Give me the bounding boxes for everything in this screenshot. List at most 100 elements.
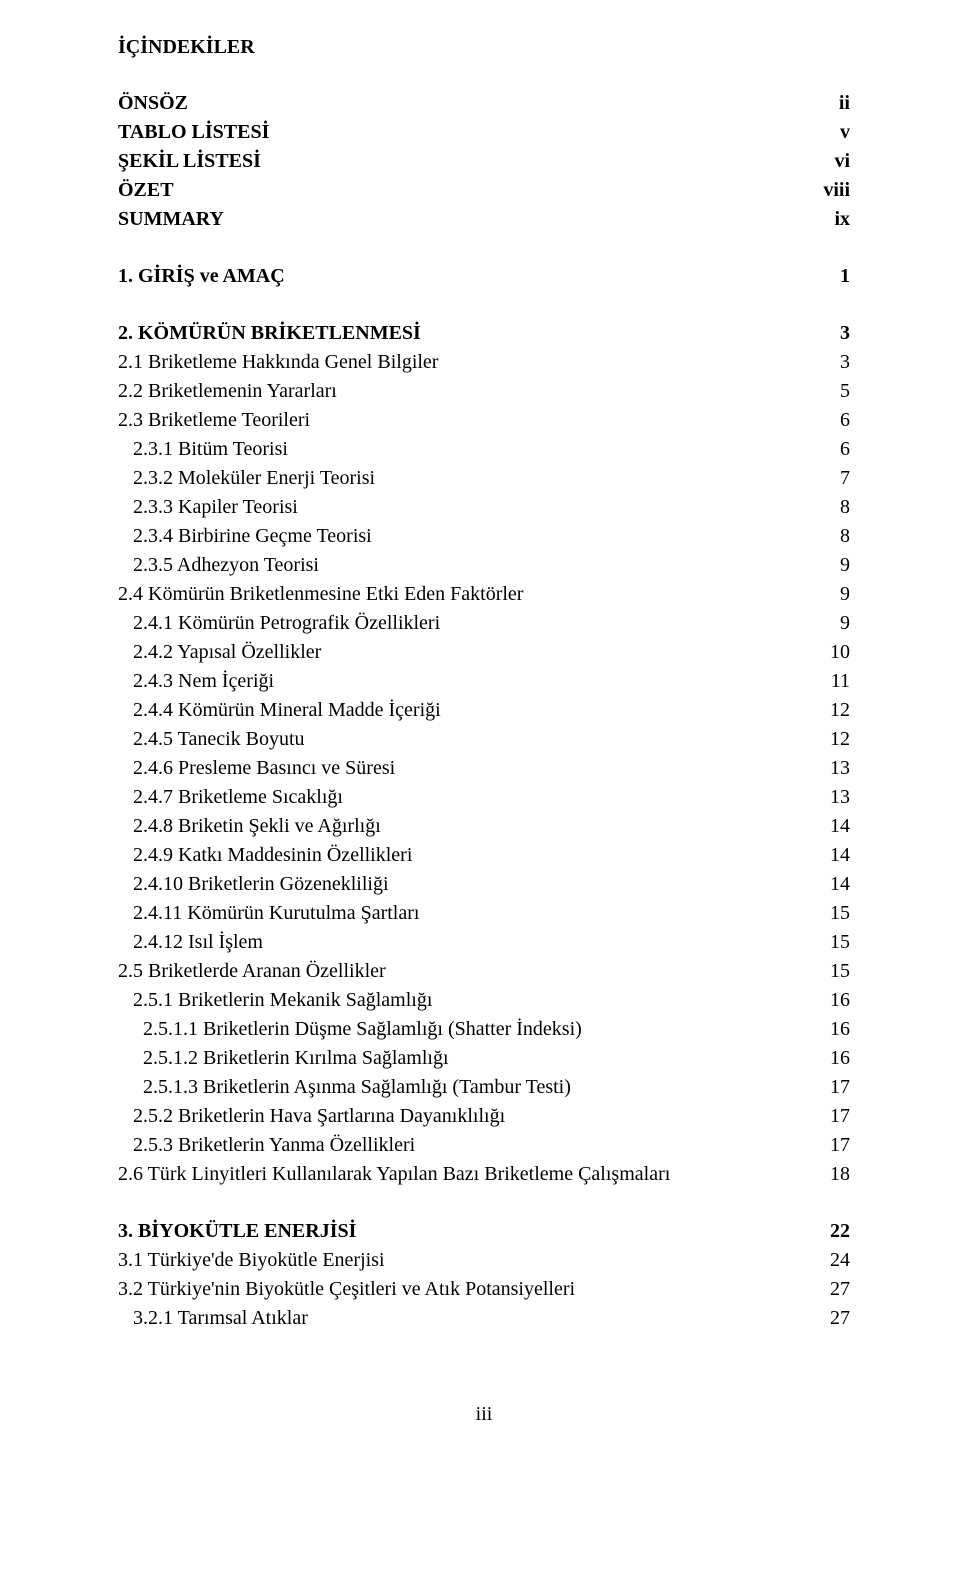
toc-entry-label: ŞEKİL LİSTESİ: [118, 147, 261, 176]
toc-entry-page: 12: [798, 696, 850, 725]
toc-entry: 2.5.1.3 Briketlerin Aşınma Sağlamlığı (T…: [118, 1073, 850, 1102]
toc-entry: 2.4 Kömürün Briketlenmesine Etki Eden Fa…: [118, 580, 850, 609]
toc-entry-page: 6: [798, 406, 850, 435]
toc-entry: 2.4.10 Briketlerin Gözenekliliği 14: [118, 870, 850, 899]
toc-entry-label: 2.3.1 Bitüm Teorisi: [118, 435, 288, 464]
toc-entry-page: 16: [798, 1044, 850, 1073]
toc-entry-label: 2.5.1 Briketlerin Mekanik Sağlamlığı: [118, 986, 432, 1015]
toc-entry: 2.6 Türk Linyitleri Kullanılarak Yapılan…: [118, 1160, 850, 1189]
toc-entry-page: 1: [798, 262, 850, 291]
toc-entry: ÖNSÖZii: [118, 89, 850, 118]
toc-entry: 2.4.4 Kömürün Mineral Madde İçeriği 12: [118, 696, 850, 725]
toc-entry: ÖZET viii: [118, 176, 850, 205]
toc-entry-label: 2.4.12 Isıl İşlem: [118, 928, 263, 957]
toc-entry-page: v: [798, 118, 850, 147]
toc-entry-label: 2.4.7 Briketleme Sıcaklığı: [118, 783, 343, 812]
toc-entry-page: 24: [798, 1246, 850, 1275]
toc-entry: 3.1 Türkiye'de Biyokütle Enerjisi 24: [118, 1246, 850, 1275]
toc-entry-label: 2.4.6 Presleme Basıncı ve Süresi: [118, 754, 395, 783]
toc-entry: 2.4.11 Kömürün Kurutulma Şartları15: [118, 899, 850, 928]
toc-entry-page: 16: [798, 986, 850, 1015]
toc-entry-page: 13: [798, 754, 850, 783]
toc-entry: 2.3.4 Birbirine Geçme Teorisi8: [118, 522, 850, 551]
toc-entry-label: 2.2 Briketlemenin Yararları: [118, 377, 337, 406]
toc-entry: TABLO LİSTESİ v: [118, 118, 850, 147]
toc-entry: 2.3.1 Bitüm Teorisi 6: [118, 435, 850, 464]
toc-entry-label: 3.2 Türkiye'nin Biyokütle Çeşitleri ve A…: [118, 1275, 575, 1304]
toc-entry-page: 9: [798, 551, 850, 580]
toc-entry-page: vi: [798, 147, 850, 176]
toc-entry-label: 2.1 Briketleme Hakkında Genel Bilgiler: [118, 348, 438, 377]
toc-entry: 2.4.12 Isıl İşlem15: [118, 928, 850, 957]
toc-entry: 2.1 Briketleme Hakkında Genel Bilgiler 3: [118, 348, 850, 377]
toc-entry-label: 2.5.1.3 Briketlerin Aşınma Sağlamlığı (T…: [118, 1073, 571, 1102]
toc-entry-label: 2.3 Briketleme Teorileri: [118, 406, 310, 435]
toc-entry-label: 2.3.2 Moleküler Enerji Teorisi: [118, 464, 375, 493]
toc-entry: 2.4.8 Briketin Şekli ve Ağırlığı 14: [118, 812, 850, 841]
toc-entry-label: 2.4 Kömürün Briketlenmesine Etki Eden Fa…: [118, 580, 523, 609]
toc-entry-page: 3: [798, 348, 850, 377]
toc-section-1: 1. GİRİŞ ve AMAÇ 1: [118, 262, 850, 291]
toc-entry-label: 2.5.1.1 Briketlerin Düşme Sağlamlığı (Sh…: [118, 1015, 582, 1044]
toc-entry-label: 2.4.8 Briketin Şekli ve Ağırlığı: [118, 812, 381, 841]
toc-entry: ŞEKİL LİSTESİ vi: [118, 147, 850, 176]
toc-entry-page: 3: [798, 319, 850, 348]
toc-entry-page: 18: [798, 1160, 850, 1189]
toc-entry: 2.5.1.2 Briketlerin Kırılma Sağlamlığı16: [118, 1044, 850, 1073]
toc-entry-label: 1. GİRİŞ ve AMAÇ: [118, 262, 285, 291]
toc-entry: 3. BİYOKÜTLE ENERJİSİ 22: [118, 1217, 850, 1246]
toc-entry: 2.5.1.1 Briketlerin Düşme Sağlamlığı (Sh…: [118, 1015, 850, 1044]
toc-entry-page: 14: [798, 841, 850, 870]
toc-entry: 2.4.2 Yapısal Özellikler10: [118, 638, 850, 667]
toc-entry-page: 12: [798, 725, 850, 754]
toc-entry-page: ix: [798, 205, 850, 234]
toc-entry: 2.4.7 Briketleme Sıcaklığı13: [118, 783, 850, 812]
toc-entry-page: 15: [798, 899, 850, 928]
page-title: İÇİNDEKİLER: [118, 36, 850, 59]
toc-entry-label: SUMMARY: [118, 205, 224, 234]
toc-entry-page: 9: [798, 609, 850, 638]
toc-entry-label: 3. BİYOKÜTLE ENERJİSİ: [118, 1217, 356, 1246]
toc-entry-label: 2.5.3 Briketlerin Yanma Özellikleri: [118, 1131, 415, 1160]
toc-entry: 2.4.1 Kömürün Petrografik Özellikleri 9: [118, 609, 850, 638]
toc-entry-label: 3.1 Türkiye'de Biyokütle Enerjisi: [118, 1246, 385, 1275]
toc-entry-label: 2.3.3 Kapiler Teorisi: [118, 493, 298, 522]
toc-entry: 2.4.5 Tanecik Boyutu 12: [118, 725, 850, 754]
toc-entry-page: 6: [798, 435, 850, 464]
toc-entry: 2.5.2 Briketlerin Hava Şartlarına Dayanı…: [118, 1102, 850, 1131]
toc-entry: 2.3.5 Adhezyon Teorisi9: [118, 551, 850, 580]
toc-entry-page: 27: [798, 1275, 850, 1304]
toc-entry-label: 2.6 Türk Linyitleri Kullanılarak Yapılan…: [118, 1160, 670, 1189]
toc-entry: 2.3 Briketleme Teorileri 6: [118, 406, 850, 435]
toc-entry-page: viii: [798, 176, 850, 205]
toc-entry: 3.2.1 Tarımsal Atıklar27: [118, 1304, 850, 1333]
toc-entry-label: ÖNSÖZ: [118, 89, 188, 118]
toc-entry: 2.4.3 Nem İçeriği11: [118, 667, 850, 696]
toc-entry: 2.3.3 Kapiler Teorisi8: [118, 493, 850, 522]
toc-entry: 2.3.2 Moleküler Enerji Teorisi7: [118, 464, 850, 493]
toc-entry: 1. GİRİŞ ve AMAÇ 1: [118, 262, 850, 291]
toc-entry-page: 22: [798, 1217, 850, 1246]
toc-entry-page: 17: [798, 1102, 850, 1131]
toc-entry: 2.5 Briketlerde Aranan Özellikler15: [118, 957, 850, 986]
toc-entry: 3.2 Türkiye'nin Biyokütle Çeşitleri ve A…: [118, 1275, 850, 1304]
toc-entry: 2.2 Briketlemenin Yararları 5: [118, 377, 850, 406]
toc-entry-label: 2.4.10 Briketlerin Gözenekliliği: [118, 870, 389, 899]
toc-entry: 2. KÖMÜRÜN BRİKETLENMESİ 3: [118, 319, 850, 348]
toc-entry-label: TABLO LİSTESİ: [118, 118, 269, 147]
toc-entry: SUMMARY ix: [118, 205, 850, 234]
toc-section-2: 2. KÖMÜRÜN BRİKETLENMESİ32.1 Briketleme …: [118, 319, 850, 1189]
toc-entry-label: 2.4.5 Tanecik Boyutu: [118, 725, 305, 754]
toc-entry-label: 2. KÖMÜRÜN BRİKETLENMESİ: [118, 319, 421, 348]
toc-frontmatter: ÖNSÖZiiTABLO LİSTESİvŞEKİL LİSTESİviÖZET…: [118, 89, 850, 234]
toc-entry-label: 2.4.4 Kömürün Mineral Madde İçeriği: [118, 696, 441, 725]
toc-entry-page: 14: [798, 870, 850, 899]
toc-entry-label: 2.4.1 Kömürün Petrografik Özellikleri: [118, 609, 440, 638]
toc-entry-label: ÖZET: [118, 176, 174, 205]
toc-entry-label: 2.4.3 Nem İçeriği: [118, 667, 274, 696]
toc-entry-page: 15: [798, 957, 850, 986]
toc-entry-page: 5: [798, 377, 850, 406]
toc-entry-label: 3.2.1 Tarımsal Atıklar: [118, 1304, 308, 1333]
toc-entry-page: 14: [798, 812, 850, 841]
toc-entry-label: 2.4.2 Yapısal Özellikler: [118, 638, 321, 667]
